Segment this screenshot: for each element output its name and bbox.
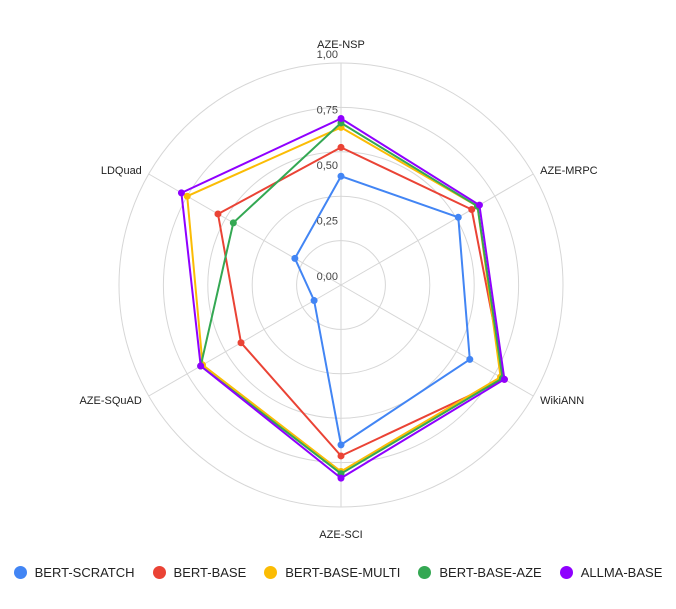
radial-tick-label: 0,00 — [317, 271, 338, 283]
axis-label: WikiANN — [540, 395, 584, 407]
data-point — [337, 474, 345, 482]
data-series — [177, 115, 508, 482]
data-point — [454, 213, 462, 221]
data-point — [466, 355, 474, 363]
data-point — [214, 210, 222, 218]
data-point — [183, 192, 191, 200]
legend: BERT-SCRATCH BERT-BASE BERT-BASE-MULTI BERT… — [0, 561, 676, 583]
legend-item[interactable]: BERT-BASE — [152, 564, 247, 580]
series-line — [180, 117, 506, 480]
legend-swatch — [418, 565, 432, 579]
data-point — [177, 189, 185, 197]
legend-swatch — [13, 565, 27, 579]
legend-item[interactable]: BERT-BASE-AZE — [418, 564, 542, 580]
axis-spoke — [340, 173, 534, 286]
legend-item[interactable]: BERT-BASE-MULTI — [264, 565, 400, 580]
axis-labels: AZE-NSP AZE-MRPC WikiANN AZE-SCI AZE-SQuAD LD… — [79, 39, 597, 541]
data-point — [337, 452, 345, 460]
axis-label: AZE-SQuAD — [79, 395, 141, 407]
series-line — [199, 121, 504, 475]
data-point — [500, 375, 508, 383]
series-group — [197, 119, 506, 478]
legend-label: BERT-BASE-AZE — [439, 564, 542, 580]
legend-label: ALLMA-BASE — [580, 564, 663, 580]
axis-label: AZE-SCI — [319, 529, 362, 541]
data-point — [337, 115, 345, 122]
legend-label: BERT-SCRATCH — [34, 564, 135, 580]
radial-tick-labels: 0,00 0,25 0,50 0,75 1,00 — [317, 49, 338, 283]
data-point — [197, 362, 205, 370]
legend-swatch — [152, 565, 166, 579]
axis-label: LDQuad — [101, 165, 142, 177]
radar-chart: 0,00 0,25 0,50 0,75 1,00 AZE-NSP AZE-MRPC Wiki… — [79, 39, 597, 541]
series-group — [177, 115, 508, 482]
legend-swatch — [264, 565, 278, 579]
legend-item[interactable]: ALLMA-BASE — [559, 564, 663, 580]
data-point — [237, 339, 245, 347]
legend-label: BERT-BASE — [173, 564, 247, 580]
data-point — [310, 297, 318, 305]
radial-tick-label: 0,75 — [317, 105, 338, 117]
legend-swatch — [559, 565, 573, 579]
series-group — [291, 172, 474, 449]
data-point — [337, 441, 345, 449]
data-point — [291, 254, 299, 262]
data-point — [468, 206, 476, 214]
radial-tick-label: 0,25 — [317, 216, 338, 228]
axis-spoke — [148, 284, 342, 397]
data-point — [337, 172, 345, 180]
data-point — [337, 143, 345, 151]
data-point — [475, 201, 483, 209]
legend-label: BERT-BASE-MULTI — [285, 564, 401, 580]
data-point — [229, 219, 237, 227]
radial-tick-label: 0,50 — [317, 160, 338, 172]
axis-label: AZE-NSP — [317, 39, 365, 51]
axis-label: AZE-MRPC — [540, 165, 598, 177]
legend-item[interactable]: BERT-SCRATCH — [13, 564, 135, 580]
radial-tick-label: 1,00 — [317, 49, 338, 61]
